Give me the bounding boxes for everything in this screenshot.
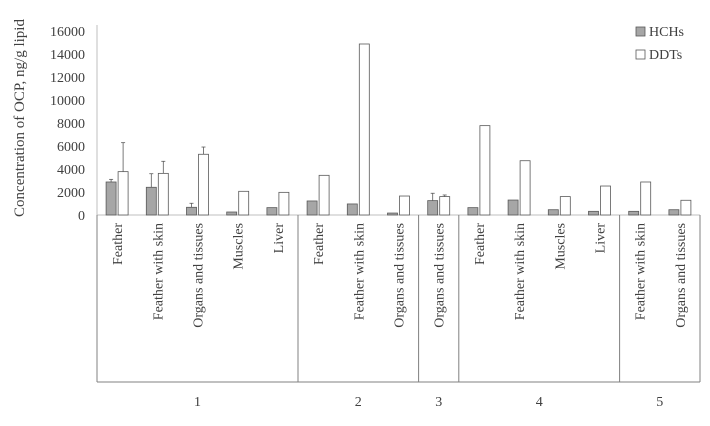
category-label: Feather <box>473 223 488 265</box>
legend-label-ddts: DDTs <box>649 48 682 63</box>
group-label: 1 <box>194 395 201 410</box>
bar-hchs <box>628 210 640 216</box>
legend-label-hchs: HCHs <box>649 25 684 40</box>
bar-ddts <box>680 199 692 216</box>
bar-ddts <box>559 196 571 216</box>
category-label: Feather with skin <box>513 223 528 320</box>
category-label: Organs and tissues <box>393 223 408 328</box>
bar-ddts <box>479 125 491 216</box>
bar-hchs <box>145 186 157 216</box>
category-label: Liver <box>272 223 287 254</box>
bar-hchs <box>226 211 238 216</box>
bar-ddts <box>238 190 250 216</box>
y-axis-label: Concentration of OCP, ng/g lipid <box>12 19 28 217</box>
bar-hchs <box>547 209 559 216</box>
bar-hchs <box>467 207 479 216</box>
bar-ddts <box>318 174 330 216</box>
category-label: Liver <box>594 223 609 254</box>
bar-hchs <box>306 200 318 216</box>
y-tick-label: 4000 <box>57 163 85 178</box>
bar-hchs <box>588 210 599 216</box>
y-tick-label: 0 <box>78 209 85 224</box>
y-tick-label: 6000 <box>57 140 85 155</box>
group-label: 3 <box>435 395 442 410</box>
category-label: Muscles <box>553 223 568 270</box>
bar-ddts <box>358 43 370 216</box>
bar-ddts <box>519 160 531 216</box>
legend: HCHs DDTs <box>635 25 684 63</box>
y-tick-label: 8000 <box>57 117 85 132</box>
bar-hchs <box>346 203 358 216</box>
bar-hchs <box>507 199 519 216</box>
bar-ddts <box>278 191 290 216</box>
category-label: Feather with skin <box>634 223 649 320</box>
bar-hchs <box>186 206 197 216</box>
bar-ddts <box>600 185 611 216</box>
bar-ddts <box>399 195 410 216</box>
group-label: 4 <box>536 395 543 410</box>
bar-ddts <box>640 181 652 216</box>
bar-hchs <box>105 181 117 216</box>
bar-ddts <box>157 172 169 216</box>
category-label: Organs and tissues <box>674 223 689 328</box>
y-tick-label: 16000 <box>50 25 85 40</box>
legend-swatch-ddts <box>635 49 646 60</box>
category-label: Feather <box>312 223 327 265</box>
y-tick-label: 14000 <box>50 48 85 63</box>
category-label: Feather <box>111 223 126 265</box>
y-tick-label: 2000 <box>57 186 85 201</box>
category-label: Organs and tissues <box>192 223 207 328</box>
y-tick-label: 12000 <box>50 71 85 86</box>
group-label: 2 <box>355 395 362 410</box>
category-label: Muscles <box>232 223 247 270</box>
bar-hchs <box>668 209 680 216</box>
bar-hchs <box>387 212 398 216</box>
bar-hchs <box>266 207 278 216</box>
legend-swatch-hchs <box>635 26 646 37</box>
category-label: Feather with skin <box>352 223 367 320</box>
bar-ddts <box>117 171 129 216</box>
y-tick-label: 10000 <box>50 94 85 109</box>
bar-hchs <box>427 200 439 216</box>
category-label: Feather with skin <box>151 223 166 320</box>
bar-ddts <box>198 153 209 216</box>
group-label: 5 <box>656 395 663 410</box>
category-label: Organs and tissues <box>433 223 448 328</box>
bar-ddts <box>439 196 451 216</box>
